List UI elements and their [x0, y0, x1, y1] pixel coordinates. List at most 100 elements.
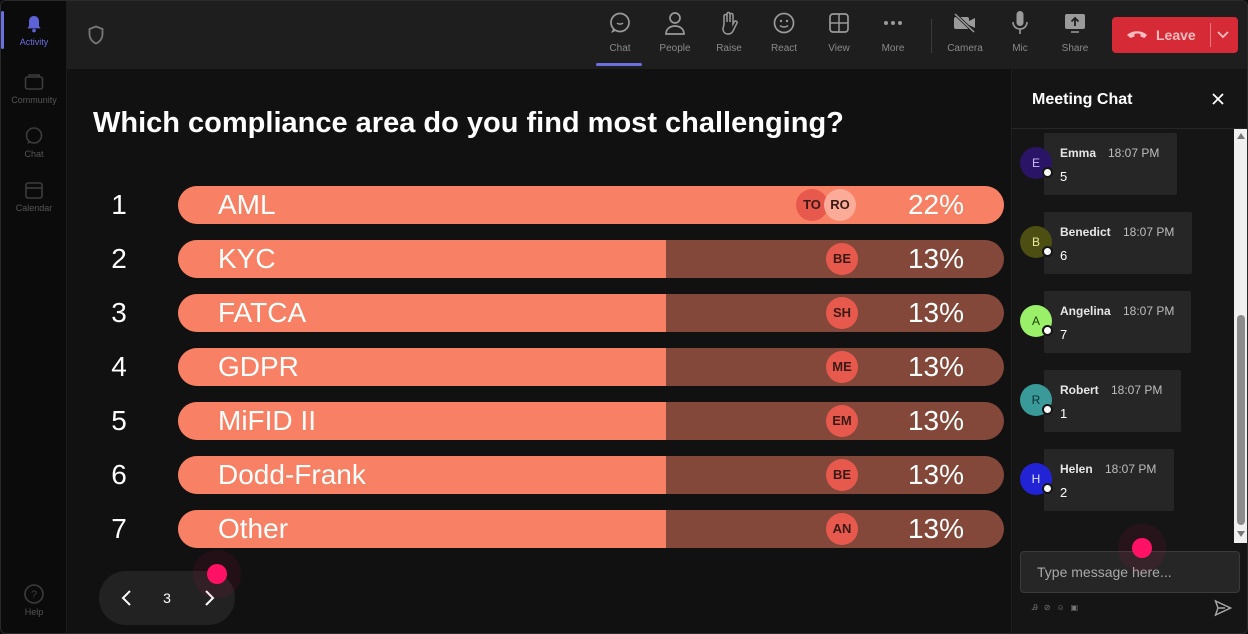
rail-item-label: Community [11, 95, 57, 105]
more-dots-icon [880, 9, 906, 37]
chat-scrollbar[interactable] [1234, 129, 1247, 543]
poll-option-bar[interactable]: Other AN 13% [178, 510, 1004, 548]
calendar-icon [23, 179, 45, 201]
rail-item-activity[interactable]: Activity [1, 5, 67, 55]
poll-option-number: 6 [111, 459, 127, 490]
chat-message-text: 7 [1060, 327, 1068, 342]
poll-option-row: 4 GDPR ME 13% [93, 348, 1004, 386]
chat-message-text: 6 [1060, 248, 1068, 263]
close-icon[interactable] [1210, 91, 1226, 107]
poll-option-bar[interactable]: GDPR ME 13% [178, 348, 1004, 386]
poll-option-row: 3 FATCA SH 13% [93, 294, 1004, 332]
formatting-toolbar: Ꭿ ⊘ ☺ ▣ [1032, 603, 1078, 613]
chat-avatar-initial: B [1031, 235, 1040, 249]
microphone-icon [1007, 9, 1033, 37]
voter-avatar-chip: ME [826, 351, 858, 383]
presence-status-icon [1042, 246, 1053, 257]
chat-message: Benedict 18:07 PM 6 [1044, 212, 1192, 274]
rail-item-label: Calendar [15, 203, 53, 213]
poll-option-fill [178, 402, 667, 440]
chat-avatar-initial: A [1031, 314, 1040, 328]
rail-item-chat[interactable]: Chat [1, 117, 67, 167]
poll-stage: Which compliance area do you find most c… [67, 69, 1011, 633]
poll-option-percent: 13% [907, 297, 964, 328]
toolbar-raise-button[interactable]: Raise [703, 9, 755, 65]
poll-question: Which compliance area do you find most c… [93, 107, 844, 139]
chat-sender-name: Benedict [1060, 225, 1111, 239]
chat-avatar: E [1020, 147, 1053, 179]
toolbar-button-label: Camera [947, 43, 983, 54]
poll-option-number: 5 [111, 405, 127, 436]
toolbar-button-label: View [828, 43, 850, 54]
leave-button[interactable]: Leave [1112, 17, 1238, 53]
chat-sender-name: Emma [1060, 146, 1097, 160]
emoji-icon[interactable]: ☺ [1056, 603, 1065, 612]
presence-status-icon [1042, 483, 1053, 494]
scrollbar-thumb[interactable] [1237, 315, 1245, 525]
chat-message: Helen 18:07 PM 2 [1044, 449, 1174, 511]
chat-sender-name: Angelina [1060, 304, 1111, 318]
toolbar-react-button[interactable]: React [758, 9, 810, 65]
rail-item-label: Activity [19, 37, 49, 47]
poll-option-fill [178, 456, 667, 494]
poll-option-bar[interactable]: AML TO RO 22% [178, 186, 1004, 224]
chat-message-text: 2 [1060, 485, 1068, 500]
voter-avatar-chip: BE [826, 459, 858, 491]
poll-option-number: 3 [111, 297, 127, 328]
cursor-indicator [207, 564, 227, 584]
page-number: 3 [163, 590, 171, 606]
voter-avatar-chip: SH [826, 297, 858, 329]
chat-timestamp: 18:07 PM [1123, 225, 1175, 239]
toolbar-people-button[interactable]: People [649, 9, 701, 65]
poll-option-bar[interactable]: Dodd-Frank BE 13% [178, 456, 1004, 494]
scroll-down-icon[interactable] [1237, 531, 1245, 537]
poll-option-label: Dodd-Frank [218, 459, 366, 490]
leave-button-label: Leave [1156, 27, 1196, 43]
toolbar-camera-button[interactable]: Camera [939, 9, 991, 65]
toolbar-button-label: React [770, 43, 798, 54]
rail-item-community[interactable]: Community [1, 63, 67, 113]
chat-timestamp: 18:07 PM [1111, 383, 1163, 397]
cursor-indicator [1132, 538, 1152, 558]
bell-icon [23, 13, 45, 35]
gif-icon[interactable]: ▣ [1070, 603, 1079, 612]
chat-avatar: B [1020, 226, 1053, 258]
chat-title: Meeting Chat [1032, 91, 1133, 108]
poll-option-bar[interactable]: MiFID II EM 13% [178, 402, 1004, 440]
poll-option-label: FATCA [218, 297, 307, 328]
rail-item-label: Chat [24, 149, 44, 159]
chevron-down-icon[interactable] [1216, 27, 1230, 46]
toolbar-chat-button[interactable]: Chat [594, 9, 646, 66]
chevron-right-icon[interactable] [199, 588, 219, 608]
voter-avatar-chip: RO [824, 189, 856, 221]
chat-avatar: H [1020, 463, 1053, 495]
send-icon[interactable] [1214, 599, 1233, 617]
chat-bubble-icon [23, 125, 45, 147]
poll-option-bar[interactable]: FATCA SH 13% [178, 294, 1004, 332]
toolbar-share-button[interactable]: Share [1049, 9, 1101, 65]
rail-item-label: Help [24, 607, 44, 617]
shield-icon[interactable] [87, 25, 105, 50]
toolbar-button-label: Raise [716, 43, 742, 54]
chat-message-input[interactable] [1020, 551, 1240, 593]
chat-avatar-initial: H [1031, 472, 1041, 486]
share-screen-icon [1062, 9, 1088, 37]
leave-divider [1210, 23, 1211, 47]
people-icon [662, 9, 688, 37]
rail-item-help[interactable]: ? Help [1, 575, 67, 625]
scroll-up-icon[interactable] [1237, 133, 1245, 139]
voter-avatar-chip: EM [826, 405, 858, 437]
rail-item-calendar[interactable]: Calendar [1, 171, 67, 221]
chat-avatar-initial: R [1031, 393, 1041, 407]
raise-hand-icon [716, 9, 742, 37]
toolbar-more-button[interactable]: More [867, 9, 919, 65]
chat-avatar: R [1020, 384, 1053, 416]
attach-icon[interactable]: ⊘ [1043, 603, 1051, 612]
toolbar-view-button[interactable]: View [813, 9, 865, 65]
poll-option-bar[interactable]: KYC BE 13% [178, 240, 1004, 278]
toolbar-mic-button[interactable]: Mic [994, 9, 1046, 65]
format-text-icon[interactable]: Ꭿ [1032, 603, 1038, 612]
chevron-left-icon[interactable] [117, 588, 137, 608]
toolbar-separator [931, 19, 932, 53]
poll-option-row: 5 MiFID II EM 13% [93, 402, 1004, 440]
